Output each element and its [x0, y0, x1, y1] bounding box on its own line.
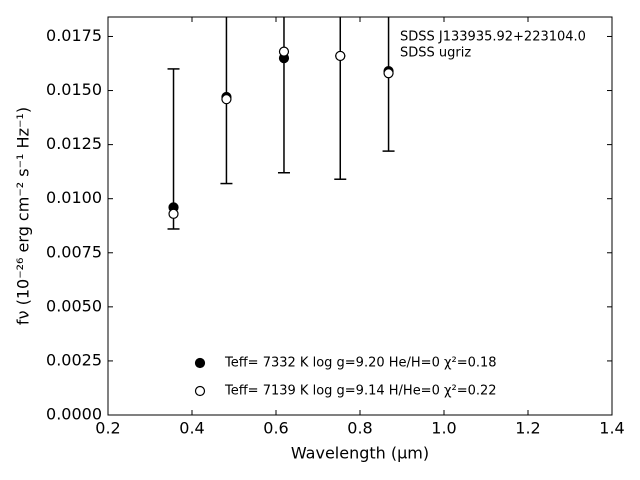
point — [383, 68, 394, 79]
legend-marker — [194, 357, 206, 369]
y-tick-label: 0.0075 — [46, 242, 102, 261]
plot-area — [167, 17, 395, 230]
annotation: SDSS ugriz — [400, 46, 471, 61]
annotation: SDSS J133935.92+223104.0 — [400, 30, 586, 45]
legend-marker — [194, 385, 206, 397]
point — [168, 208, 179, 219]
x-tick-label: 0.6 — [263, 419, 288, 438]
x-tick-label: 1.2 — [515, 419, 540, 438]
x-tick-label: 1.0 — [431, 419, 456, 438]
legend-label: Teff= 7139 K log g=9.14 H/He=0 χ²=0.22 — [224, 384, 497, 399]
x-tick-label: 0.4 — [179, 419, 204, 438]
y-tick-label: 0.0050 — [46, 296, 102, 315]
point — [335, 50, 346, 62]
y-axis-label: fν (10⁻²⁶ erg cm⁻² s⁻¹ Hz⁻¹) — [14, 107, 33, 325]
point — [221, 94, 232, 105]
x-axis-label: Wavelength (μm) — [291, 444, 429, 463]
point — [278, 46, 290, 57]
y-tick-label: 0.0100 — [46, 188, 102, 207]
x-tick-label: 1.4 — [599, 419, 624, 438]
legend-label: Teff= 7332 K log g=9.20 He/H=0 χ²=0.18 — [224, 356, 497, 371]
x-tick-label: 0.2 — [95, 419, 120, 438]
y-tick-label: 0.0025 — [46, 350, 102, 369]
y-tick-label: 0.0175 — [46, 26, 102, 45]
y-tick-label: 0.0000 — [46, 405, 102, 424]
y-tick-label: 0.0150 — [46, 80, 102, 99]
y-tick-label: 0.0125 — [46, 134, 102, 153]
x-tick-label: 0.8 — [347, 419, 372, 438]
